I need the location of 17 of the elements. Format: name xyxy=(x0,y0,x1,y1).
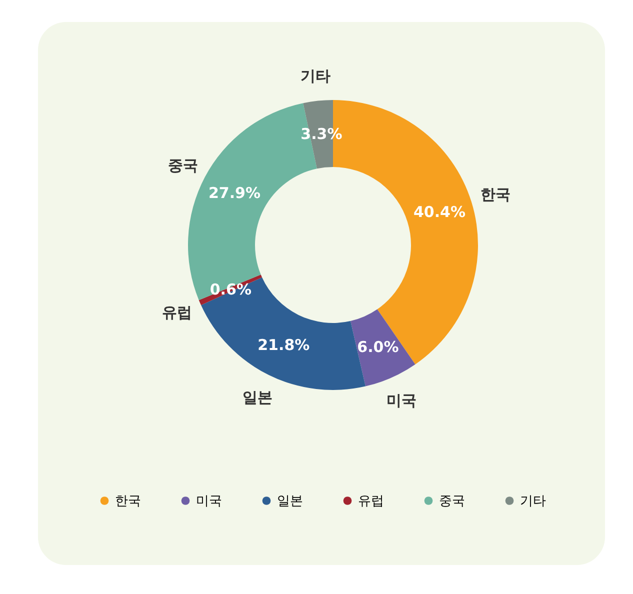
donut-slice xyxy=(350,309,416,386)
legend-label: 미국 xyxy=(196,494,222,509)
legend-label: 유럽 xyxy=(358,494,384,509)
data-label: 6.0% xyxy=(357,338,399,356)
legend-label: 중국 xyxy=(439,494,465,509)
slice-label: 일본 xyxy=(242,388,273,406)
legend-label: 한국 xyxy=(115,494,141,509)
slice-label: 기타 xyxy=(300,66,330,85)
slice-label: 한국 xyxy=(480,186,510,204)
legend-label: 일본 xyxy=(277,494,303,509)
legend-label: 기타 xyxy=(520,494,546,509)
data-label: 27.9% xyxy=(208,184,260,202)
slice-label: 미국 xyxy=(386,392,416,410)
data-label: 21.8% xyxy=(258,336,310,354)
data-label: 40.4% xyxy=(413,202,466,221)
slice-label: 중국 xyxy=(168,156,198,174)
slice-label: 유럽 xyxy=(162,304,192,322)
